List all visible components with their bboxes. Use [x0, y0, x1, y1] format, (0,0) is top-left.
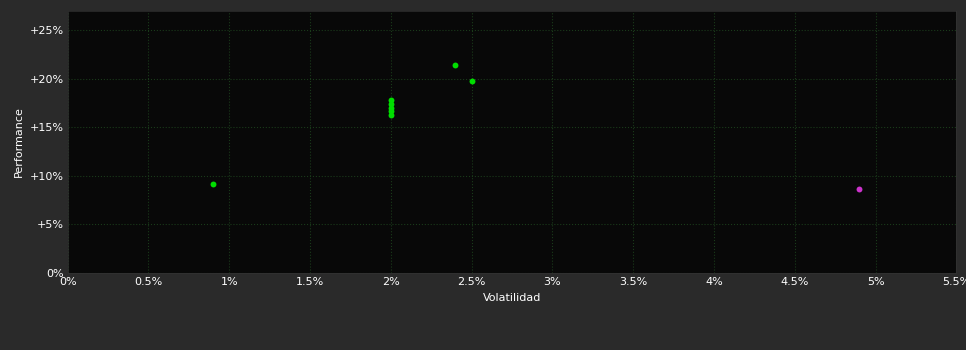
Point	[384, 105, 399, 111]
Point	[464, 79, 479, 84]
Point	[206, 181, 221, 186]
Point	[852, 187, 867, 192]
Y-axis label: Performance: Performance	[14, 106, 24, 177]
Point	[384, 112, 399, 117]
Point	[447, 62, 463, 68]
Point	[384, 108, 399, 113]
Point	[384, 97, 399, 103]
Point	[384, 101, 399, 107]
X-axis label: Volatilidad: Volatilidad	[483, 293, 541, 303]
